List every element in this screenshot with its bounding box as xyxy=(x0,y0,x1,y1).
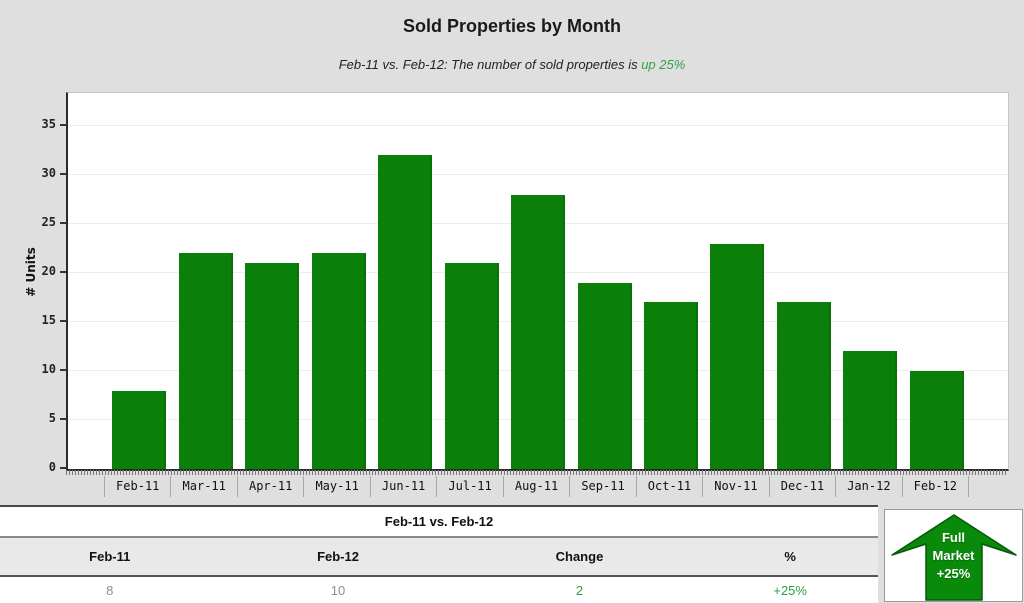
full-market-panel: Full Market +25% xyxy=(884,509,1023,602)
y-tick-mark-0 xyxy=(60,467,66,469)
chart-subtitle-highlight: up 25% xyxy=(641,57,686,72)
x-tick-label-jun-11: Jun-11 xyxy=(369,476,436,497)
bar-slot-feb-11 xyxy=(106,93,172,469)
bar-feb-11 xyxy=(112,390,167,469)
arrow-label-line3: +25% xyxy=(936,566,971,581)
table-values-row: 8 10 2 +25% xyxy=(0,577,878,603)
bar-slot-apr-11 xyxy=(239,93,305,469)
bar-chart-plot-area xyxy=(66,92,1009,471)
comparison-table: Feb-11 vs. Feb-12 Feb-11 Feb-12 Change% 8 1… xyxy=(0,505,878,603)
table-col-header-3: Change xyxy=(555,549,604,564)
bar-aug-11 xyxy=(511,194,566,469)
x-axis-labels: Feb-11 Mar-11 Apr-11 May-11 Jun-11 Jul-11 Aug-… xyxy=(104,476,969,497)
y-tick-mark-20 xyxy=(60,271,66,273)
bar-slot-jul-11 xyxy=(438,93,504,469)
table-value-2: 10 xyxy=(330,582,346,598)
bar-mar-11 xyxy=(178,253,233,469)
y-tick-mark-5 xyxy=(60,418,66,420)
x-tick-label-aug-11: Aug-11 xyxy=(502,476,569,497)
bar-nov-11 xyxy=(710,243,765,469)
y-tick-label-25: 25 xyxy=(41,215,56,229)
arrow-label-line1: Full xyxy=(941,530,966,545)
table-col-header-1: Feb-11 xyxy=(89,549,131,564)
bar-jun-11 xyxy=(378,155,433,469)
gridline-35 xyxy=(68,125,1008,126)
chart-subtitle-text: Feb-11 vs. Feb-12: The number of sold pr… xyxy=(338,57,642,72)
y-tick-label-5: 5 xyxy=(48,411,56,425)
x-tick-label-feb-12: Feb-12 xyxy=(901,476,968,497)
table-value-4: +25% xyxy=(773,582,807,598)
y-tick-label-10: 10 xyxy=(41,362,56,376)
gridline-30 xyxy=(68,174,1008,175)
bar-slot-may-11 xyxy=(305,93,371,469)
bar-jul-11 xyxy=(444,263,499,469)
up-arrow-icon xyxy=(890,514,1017,601)
bar-slot-mar-11 xyxy=(172,93,238,469)
bar-may-11 xyxy=(311,253,366,469)
y-tick-label-20: 20 xyxy=(41,264,56,278)
x-tick-label-may-11: May-11 xyxy=(303,476,369,497)
y-tick-label-30: 30 xyxy=(41,166,56,180)
bar-feb-12 xyxy=(909,371,964,469)
table-col-header-2: Feb-12 xyxy=(317,549,359,564)
table-title: Feb-11 vs. Feb-12 xyxy=(0,507,878,538)
bar-slot-nov-11 xyxy=(704,93,770,469)
arrow-label-line2: Market xyxy=(932,548,975,563)
x-tick-label-oct-11: Oct-11 xyxy=(635,476,702,497)
x-tick-label-jan-12: Jan-12 xyxy=(835,476,901,497)
y-tick-mark-15 xyxy=(60,320,66,322)
bar-sep-11 xyxy=(577,282,632,469)
y-tick-label-0: 0 xyxy=(48,460,56,474)
bar-jan-12 xyxy=(843,351,898,469)
bar-apr-11 xyxy=(245,263,300,469)
x-tick-label-sep-11: Sep-11 xyxy=(569,476,635,497)
table-col-header-4: % xyxy=(784,549,796,564)
table-value-3: 2 xyxy=(575,582,584,598)
bar-dec-11 xyxy=(776,302,831,469)
x-tick-label-feb-11: Feb-11 xyxy=(104,476,170,497)
x-tick-label-mar-11: Mar-11 xyxy=(170,476,236,497)
y-tick-mark-35 xyxy=(60,124,66,126)
bar-oct-11 xyxy=(643,302,698,469)
table-header-row: Feb-11 Feb-12 Change% xyxy=(0,538,878,577)
y-tick-mark-10 xyxy=(60,369,66,371)
bar-slot-jun-11 xyxy=(372,93,438,469)
bar-slot-jan-12 xyxy=(837,93,903,469)
y-tick-label-15: 15 xyxy=(41,313,56,327)
y-tick-label-35: 35 xyxy=(41,117,56,131)
bar-slot-oct-11 xyxy=(638,93,704,469)
chart-subtitle: Feb-11 vs. Feb-12: The number of sold pr… xyxy=(0,57,1024,72)
bar-slot-aug-11 xyxy=(505,93,571,469)
bar-slot-sep-11 xyxy=(571,93,637,469)
bar-slot-dec-11 xyxy=(771,93,837,469)
x-tick-label-apr-11: Apr-11 xyxy=(236,476,303,497)
y-tick-mark-25 xyxy=(60,222,66,224)
x-axis-minor-ticks xyxy=(66,470,1008,475)
chart-title: Sold Properties by Month xyxy=(402,16,621,36)
x-tick-label-jul-11: Jul-11 xyxy=(436,476,502,497)
table-value-1: 8 xyxy=(106,582,114,598)
x-tick-label-dec-11: Dec-11 xyxy=(768,476,835,497)
bars-container xyxy=(106,93,970,469)
y-tick-mark-30 xyxy=(60,173,66,175)
bar-slot-feb-12 xyxy=(904,93,970,469)
x-tick-label-nov-11: Nov-11 xyxy=(702,476,768,497)
